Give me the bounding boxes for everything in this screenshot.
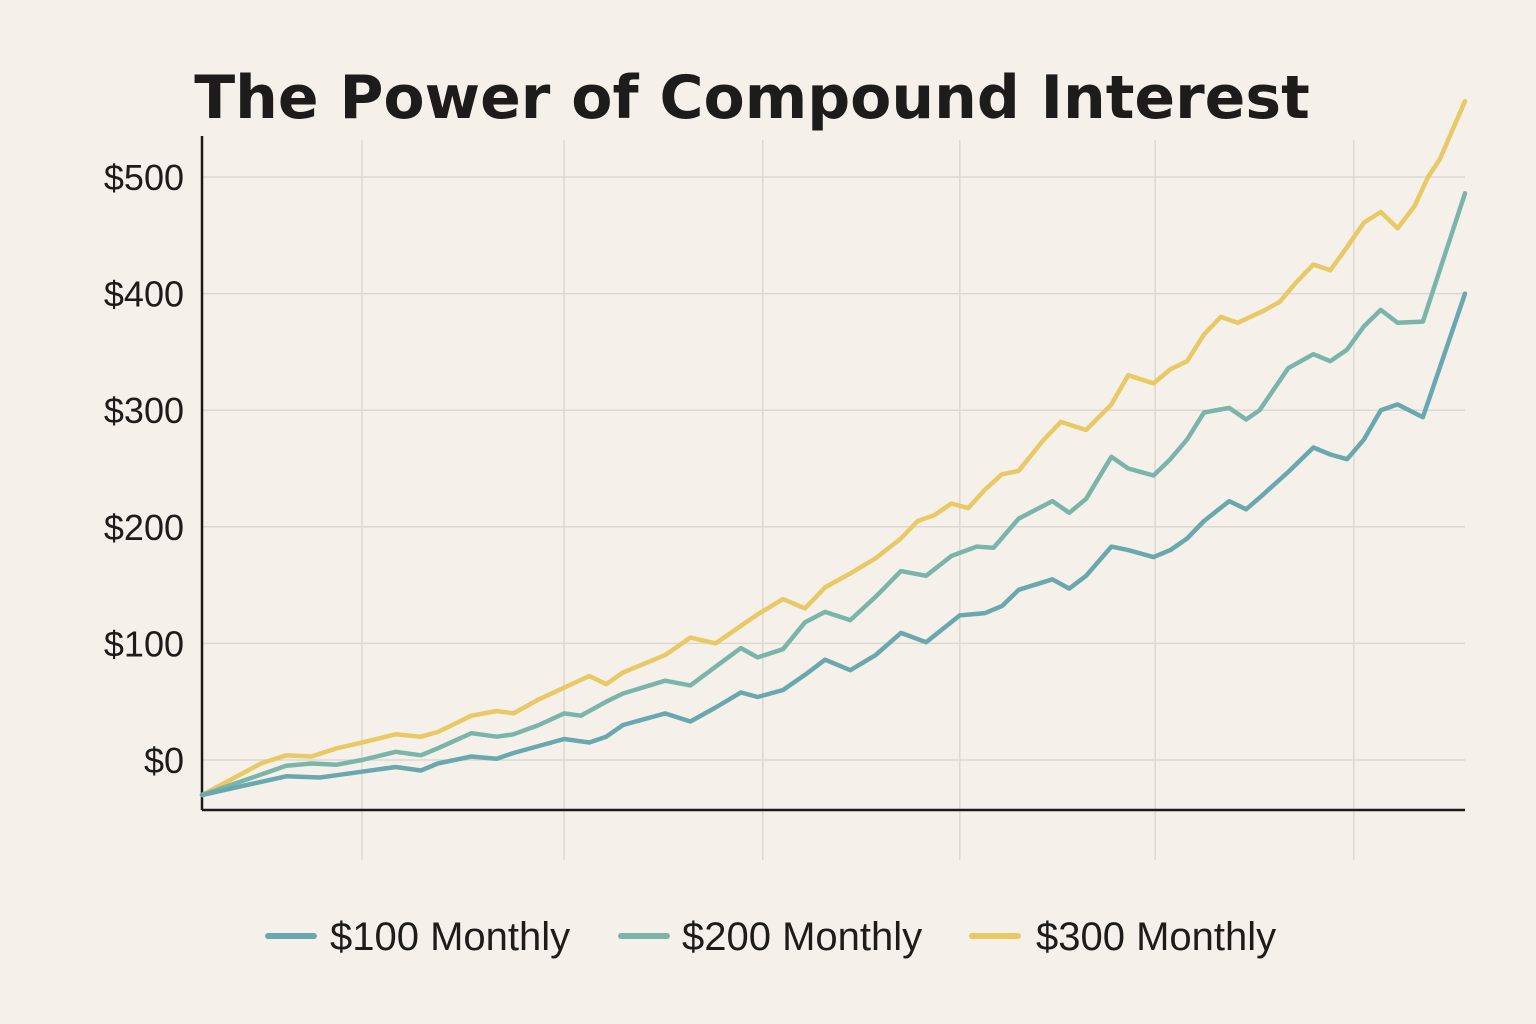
chart-title: The Power of Compound Interest	[194, 63, 1310, 133]
legend-item: $200 Monthly	[618, 915, 922, 959]
series-line	[199, 98, 1468, 798]
series-2	[199, 191, 1468, 798]
series-1	[199, 291, 1468, 798]
series-3	[199, 98, 1468, 798]
legend-label: $300 Monthly	[1036, 915, 1276, 959]
series-line	[199, 191, 1468, 798]
legend-item: $100 Monthly	[265, 915, 570, 959]
series-lines	[199, 98, 1468, 798]
y-tick-label: $100	[104, 623, 184, 664]
legend-label: $100 Monthly	[330, 915, 570, 959]
y-tick-label: $500	[104, 157, 184, 198]
y-axis-tick-labels: $0 $100 $200 $300 $400 $500	[104, 157, 184, 781]
y-tick-label: $200	[104, 507, 184, 548]
y-tick-label: $0	[144, 740, 184, 781]
y-tick-label: $300	[104, 390, 184, 431]
series-line	[199, 291, 1468, 798]
axes	[200, 136, 1465, 812]
legend-item: $300 Monthly	[969, 915, 1276, 959]
legend-label: $200 Monthly	[682, 915, 922, 959]
y-tick-label: $400	[104, 274, 184, 315]
grid	[202, 140, 1465, 860]
legend: $100 Monthly $200 Monthly $300 Monthly	[265, 915, 1276, 959]
